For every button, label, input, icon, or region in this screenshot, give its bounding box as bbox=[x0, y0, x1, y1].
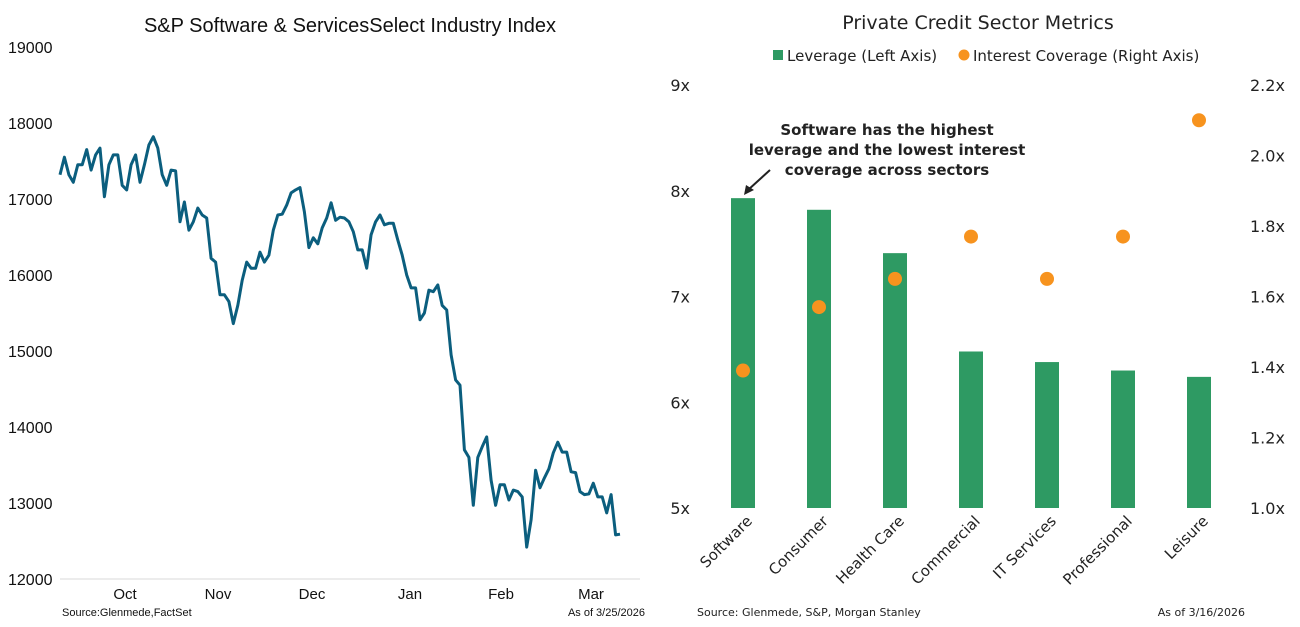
right-as-of: As of 3/16/2026 bbox=[1158, 606, 1245, 619]
coverage-point bbox=[1040, 271, 1054, 286]
legend: Leverage (Left Axis) Interest Coverage (R… bbox=[773, 47, 1199, 65]
annotation-text: Software has the highest bbox=[780, 121, 993, 139]
y-tick-label: 19000 bbox=[8, 40, 53, 57]
right-y-tick-label: 1.2x bbox=[1250, 429, 1285, 448]
left-as-of: As of 3/25/2026 bbox=[568, 607, 645, 619]
leverage-bar bbox=[731, 198, 755, 508]
category-label: Leisure bbox=[1161, 512, 1212, 563]
x-tick-label: Mar bbox=[578, 586, 604, 603]
category-label: Software bbox=[696, 512, 755, 571]
leverage-bar bbox=[1035, 362, 1059, 508]
left-y-tick-label: 6x bbox=[670, 393, 690, 412]
sector-metrics-chart: Private Credit Sector Metrics Source: Gl… bbox=[670, 12, 1285, 619]
x-tick-label: Jan bbox=[398, 586, 422, 603]
category-label: Professional bbox=[1059, 512, 1135, 588]
y-tick-label: 13000 bbox=[8, 496, 53, 513]
coverage-point bbox=[888, 271, 902, 286]
category-label: Health Care bbox=[832, 512, 907, 587]
legend-swatch-leverage bbox=[773, 50, 783, 60]
index-line-chart: S&P Software & ServicesSelect Industry I… bbox=[8, 15, 645, 619]
right-y-tick-label: 1.0x bbox=[1250, 499, 1285, 518]
y-tick-label: 18000 bbox=[8, 116, 53, 133]
x-tick-label: Feb bbox=[488, 586, 514, 603]
right-y-tick-label: 2.2x bbox=[1250, 76, 1285, 95]
legend-label-leverage: Leverage (Left Axis) bbox=[787, 47, 937, 65]
coverage-point bbox=[812, 300, 826, 315]
y-tick-label: 14000 bbox=[8, 420, 53, 437]
left-chart-title: S&P Software & ServicesSelect Industry I… bbox=[144, 15, 556, 37]
right-y-tick-label: 1.6x bbox=[1250, 288, 1285, 307]
annotation-arrow-line bbox=[747, 169, 771, 191]
leverage-bar bbox=[1111, 370, 1135, 508]
right-y-tick-label: 1.4x bbox=[1250, 358, 1285, 377]
left-source: Source:Glenmede,FactSet bbox=[62, 607, 192, 619]
left-y-tick-label: 9x bbox=[670, 76, 690, 95]
y-tick-label: 17000 bbox=[8, 192, 53, 209]
legend-label-coverage: Interest Coverage (Right Axis) bbox=[973, 47, 1199, 65]
y-tick-label: 15000 bbox=[8, 344, 53, 361]
leverage-bar bbox=[883, 253, 907, 508]
coverage-point bbox=[1192, 113, 1206, 128]
x-tick-label: Dec bbox=[299, 586, 326, 603]
category-label: IT Services bbox=[989, 512, 1060, 583]
left-y-tick-label: 7x bbox=[670, 288, 690, 307]
leverage-bar bbox=[807, 209, 831, 508]
coverage-point bbox=[964, 229, 978, 244]
y-tick-label: 12000 bbox=[8, 572, 53, 589]
annotation: Software has the highest leverage and the… bbox=[744, 121, 1025, 195]
category-label: Commercial bbox=[908, 512, 984, 588]
x-tick-label: Oct bbox=[113, 586, 137, 603]
category-label: Consumer bbox=[765, 512, 832, 579]
right-y-tick-label: 2.0x bbox=[1250, 147, 1285, 166]
left-y-tick-label: 8x bbox=[670, 182, 690, 201]
right-source: Source: Glenmede, S&P, Morgan Stanley bbox=[697, 606, 921, 619]
coverage-point bbox=[1116, 229, 1130, 244]
x-tick-label: Nov bbox=[205, 586, 232, 603]
leverage-bar bbox=[959, 351, 983, 508]
index-series-line bbox=[58, 135, 621, 549]
y-tick-label: 16000 bbox=[8, 268, 53, 285]
annotation-arrow-head bbox=[744, 185, 754, 195]
annotation-text: leverage and the lowest interest bbox=[749, 141, 1026, 159]
leverage-bar bbox=[1187, 376, 1211, 508]
left-y-tick-label: 5x bbox=[670, 499, 690, 518]
legend-swatch-coverage bbox=[958, 49, 970, 61]
annotation-text: coverage across sectors bbox=[785, 161, 989, 179]
right-y-tick-label: 1.8x bbox=[1250, 217, 1285, 236]
coverage-point bbox=[736, 363, 750, 378]
right-chart-title: Private Credit Sector Metrics bbox=[842, 12, 1114, 34]
